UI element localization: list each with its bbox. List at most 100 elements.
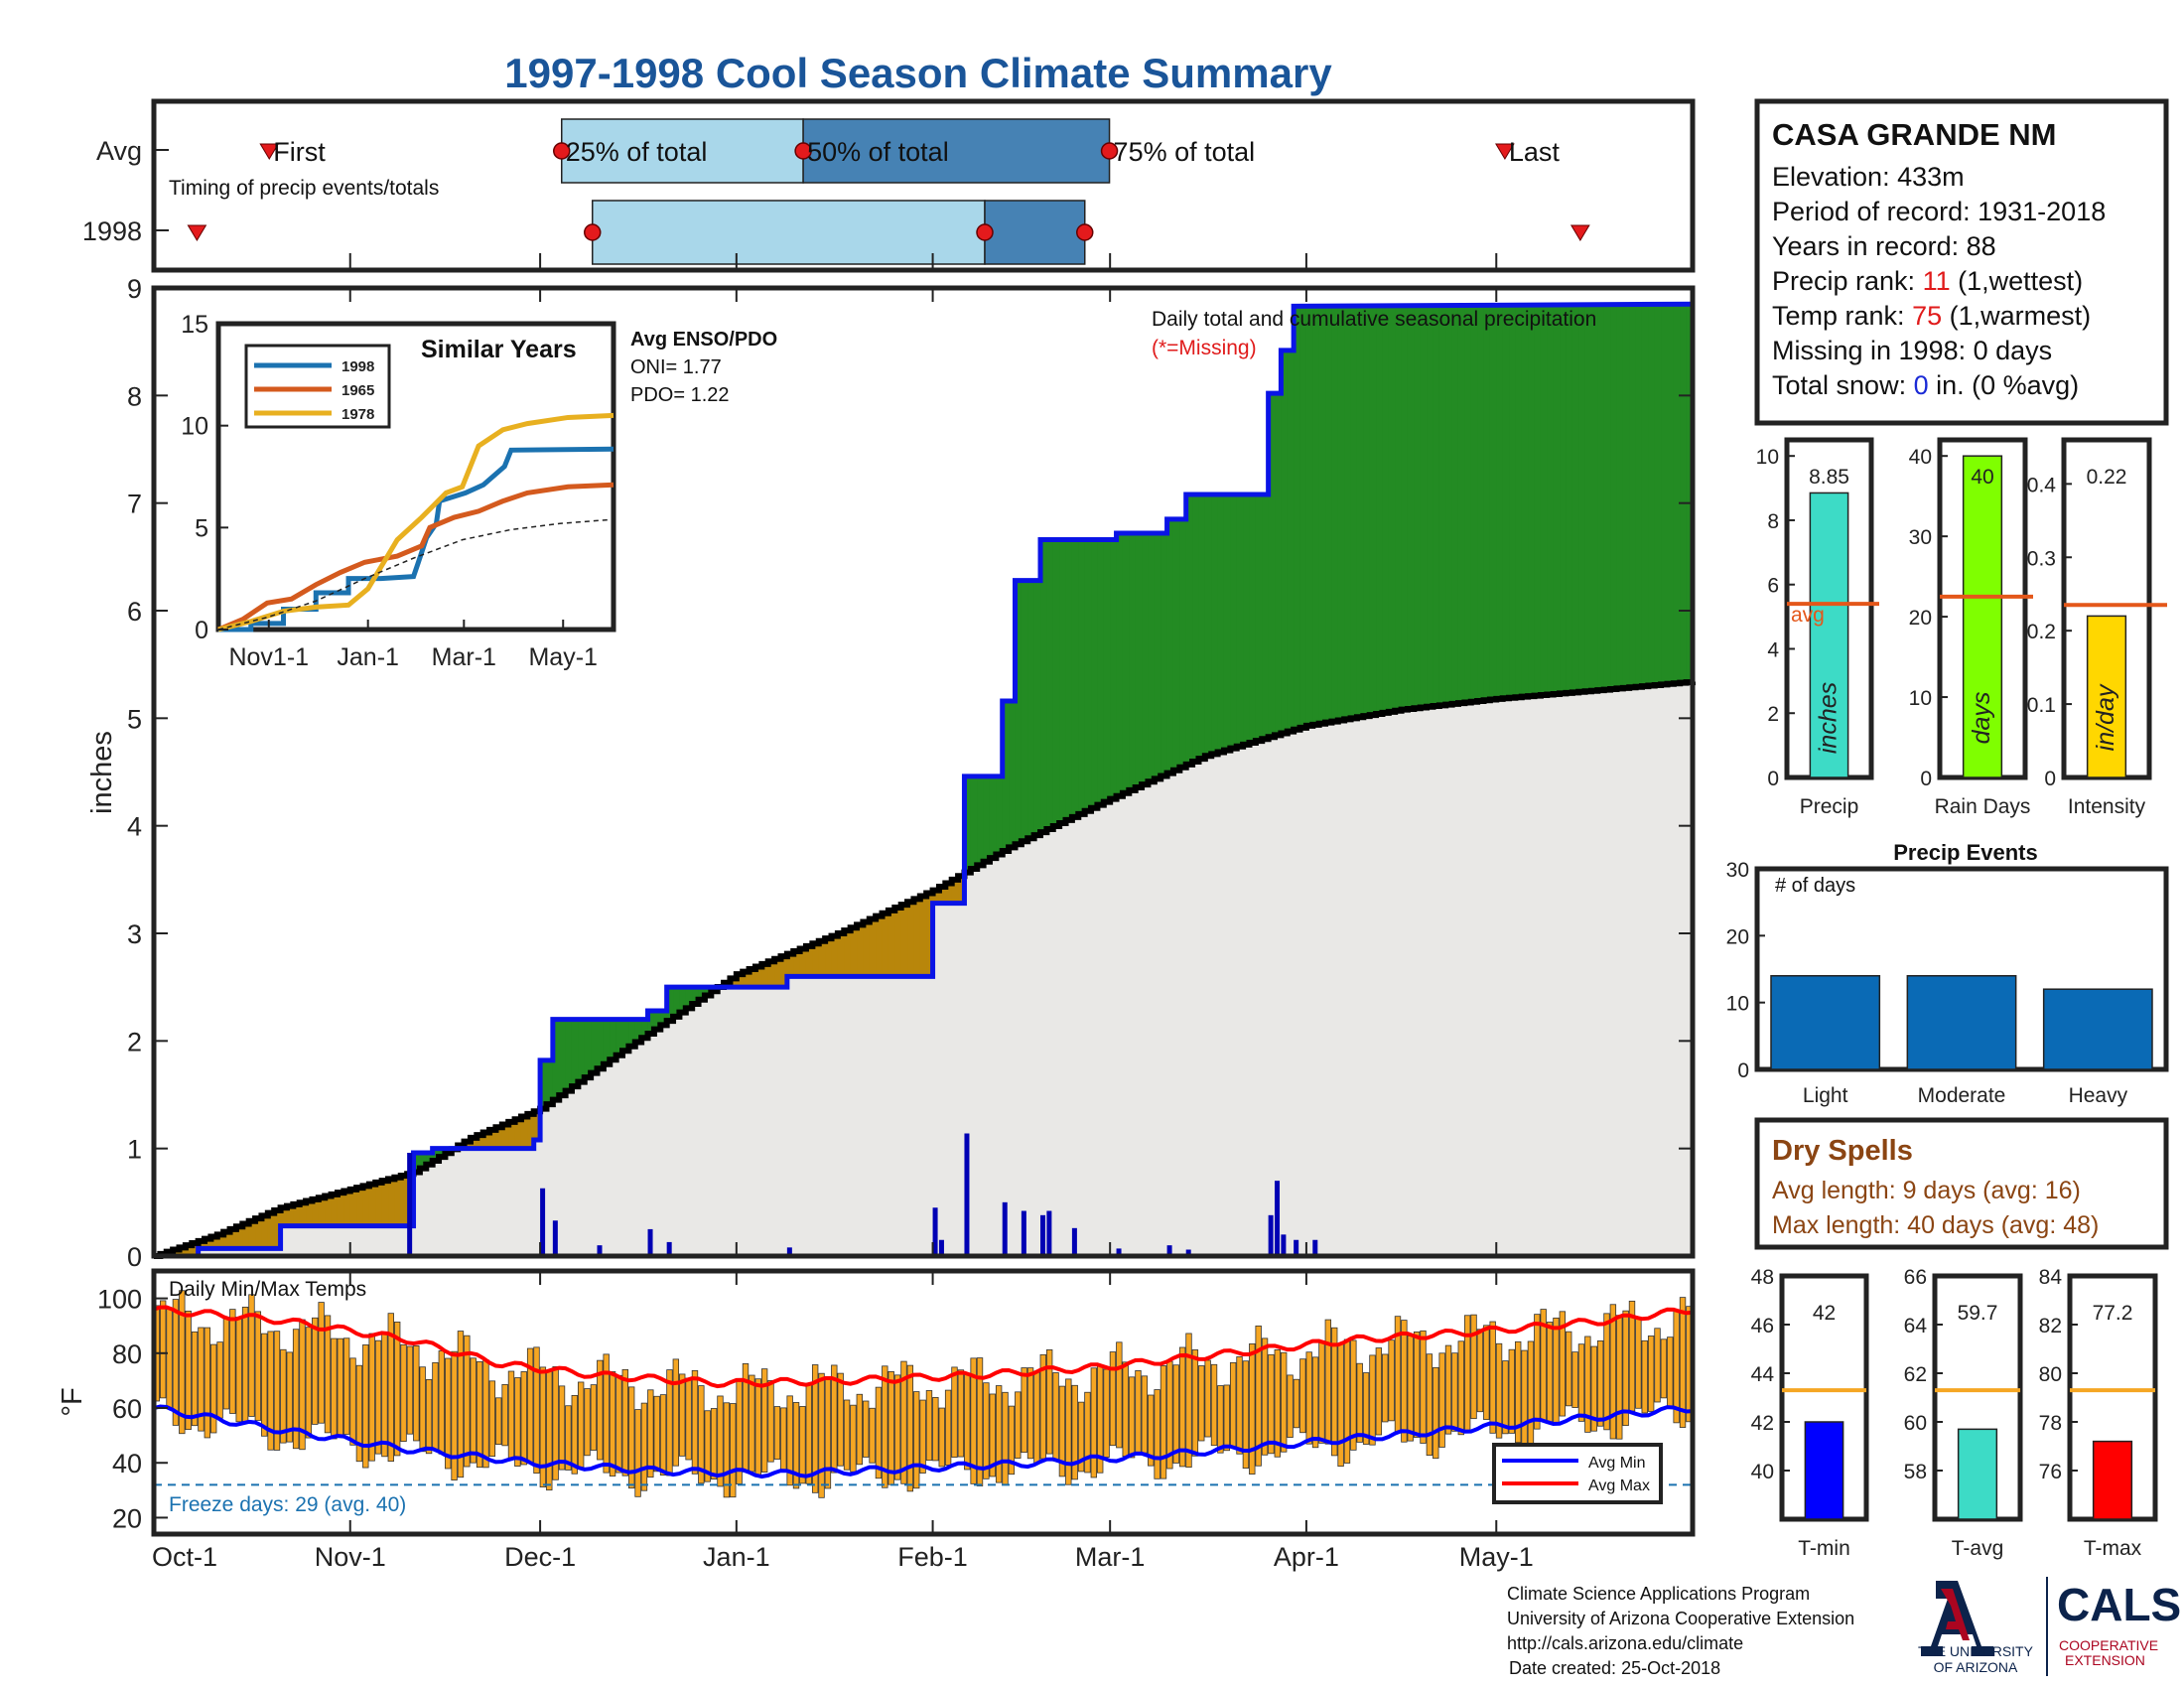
daily-temp-bar [1546, 1322, 1554, 1423]
daily-temp-bar [1052, 1372, 1059, 1462]
daily-temp-bar [1008, 1405, 1016, 1476]
surplus-fill [1566, 306, 1573, 693]
deficit-fill [482, 1132, 490, 1149]
surplus-fill [1521, 306, 1529, 697]
surplus-fill [1376, 306, 1384, 714]
surplus-fill [1427, 306, 1434, 707]
daily-temp-bar [627, 1386, 635, 1489]
deficit-fill [179, 1247, 187, 1256]
daily-temp-bar [1362, 1372, 1370, 1445]
daily-precip-bar [1281, 1234, 1287, 1256]
similar-line-1978 [217, 412, 614, 633]
surplus-fill [1451, 306, 1459, 704]
deficit-fill [857, 924, 865, 977]
surplus-fill [1578, 306, 1586, 692]
surplus-fill [1635, 306, 1643, 687]
panel-y-tick-label: 46 [1751, 1315, 1774, 1337]
value-bar [1962, 455, 2003, 778]
daily-temp-bar [875, 1386, 883, 1479]
daily-temp-bar [1293, 1378, 1300, 1429]
surplus-fill [1571, 306, 1579, 693]
panel-y-tick-label: 0 [1767, 768, 1779, 790]
daily-temp-bar [1268, 1353, 1275, 1455]
daily-precip-bar [932, 1207, 938, 1256]
surplus-fill [1470, 306, 1478, 702]
inset-y-tick-label: 15 [181, 311, 208, 339]
surplus-fill [1622, 306, 1630, 688]
daily-temp-bar [1185, 1333, 1192, 1469]
deficit-fill [337, 1193, 344, 1226]
precip-events-title: Precip Events [1893, 840, 2038, 865]
enso-title: Avg ENSO/PDO [630, 329, 777, 351]
deficit-fill [805, 945, 813, 977]
daily-temp-bar [457, 1331, 465, 1478]
precip-events-panel: Precip Events Light Moderate Heavy0102030 … [1726, 840, 2169, 1107]
daily-temp-bar [552, 1366, 559, 1480]
panel-y-tick-label: 40 [1909, 446, 1932, 469]
inset-y-tick-label: 5 [195, 514, 208, 542]
surplus-fill [1667, 306, 1675, 684]
daily-precip-bar [666, 1241, 672, 1256]
similar-years-inset: 0 5 10 15 Nov1-1 Jan-1 Mar-1 May-1 Similar Year… [181, 311, 616, 671]
daily-temp-bar [248, 1294, 255, 1417]
page-title: 1997-1998 Cool Season Climate Summary [504, 50, 1332, 96]
daily-temp-bar [906, 1364, 914, 1492]
deficit-fill [356, 1188, 364, 1226]
temp-y-tick-label: 40 [112, 1449, 142, 1478]
panel-y-tick-label: 64 [1904, 1315, 1928, 1337]
daily-temp-bar [1280, 1351, 1288, 1453]
daily-temp-bar [932, 1396, 939, 1462]
panel-category-label: T-min [1798, 1537, 1850, 1560]
surplus-fill [1489, 306, 1497, 700]
deficit-fill [185, 1245, 193, 1256]
daily-temp-bar [1350, 1339, 1357, 1451]
daily-temp-bar [818, 1372, 825, 1498]
temp-rank: Temp rank: 75 (1,warmest) [1772, 301, 2091, 331]
precip-rank: Precip rank: 11 (1,wettest) [1772, 266, 2083, 296]
daily-temp-bar [1217, 1385, 1224, 1454]
daily-temp-bar [938, 1407, 945, 1468]
event-category-label: Heavy [2069, 1084, 2128, 1107]
daily-temp-bar [413, 1344, 420, 1442]
surplus-fill [559, 1019, 567, 1096]
surplus-fill [1534, 306, 1542, 696]
season-x-axis: Oct-1 Nov-1 Dec-1 Jan-1 Feb-1 Mar-1 Apr-1 May-1 [152, 253, 1534, 1572]
deficit-fill [261, 1215, 269, 1249]
daily-temp-bar [342, 1337, 350, 1435]
daily-temp-bar [640, 1402, 648, 1491]
daily-temp-bar [863, 1400, 870, 1458]
avg-p25-dot [553, 142, 571, 160]
daily-temp-bar [539, 1366, 547, 1488]
panel-avg-label: avg [1791, 604, 1825, 627]
daily-temp-bar [850, 1404, 857, 1473]
daily-temp-bar [780, 1407, 787, 1472]
surplus-fill [622, 1019, 629, 1052]
surplus-fill [419, 1153, 427, 1169]
daily-temp-bar [1603, 1313, 1610, 1431]
year-p25-dot [584, 223, 602, 241]
daily-temp-bar [362, 1344, 369, 1469]
panel-value-label: 8.85 [1809, 466, 1849, 489]
deficit-fill [882, 913, 889, 977]
daily-temp-bar [1420, 1330, 1427, 1444]
daily-temp-bar [1483, 1325, 1490, 1420]
daily-temp-bar [811, 1364, 819, 1493]
daily-temp-bar [634, 1409, 641, 1497]
daily-temp-bar [983, 1382, 990, 1479]
surplus-fill [1433, 306, 1440, 707]
surplus-fill [552, 1019, 560, 1100]
daily-temp-bar [1154, 1389, 1160, 1479]
surplus-fill [1584, 306, 1592, 692]
panel-precip: 0 2 4 6 8 10 8.85 inches avg Precip [1756, 437, 1879, 818]
surplus-fill [1661, 306, 1669, 685]
panel-y-tick-label: 20 [1909, 607, 1932, 630]
station-elevation: Elevation: 433m [1772, 162, 1965, 192]
daily-temp-bar [470, 1357, 477, 1464]
daily-temp-bar [1438, 1352, 1445, 1448]
surplus-fill [591, 1019, 599, 1073]
deficit-fill [919, 896, 927, 977]
panel-y-tick-label: 40 [1751, 1461, 1774, 1483]
daily-temp-bar [995, 1385, 1003, 1483]
panel-y-tick-label: 4 [1767, 638, 1779, 661]
surplus-fill [1185, 494, 1193, 765]
